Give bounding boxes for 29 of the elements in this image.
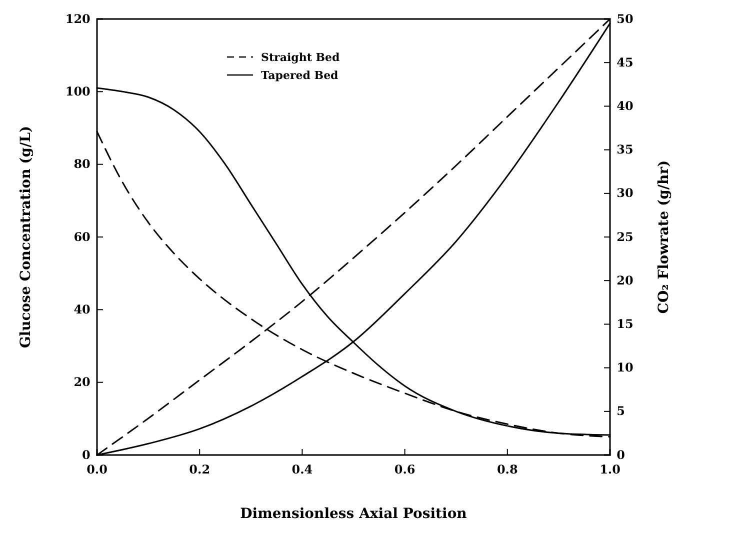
- y2-axis-title: CO₂ Flowrate (g/hr): [656, 160, 672, 314]
- y2-tick-label: 0: [616, 448, 625, 462]
- y2-tick-label: 40: [616, 99, 634, 114]
- y-tick-label: 100: [65, 84, 90, 99]
- y-tick-label: 120: [65, 12, 90, 26]
- x-tick-label: 0.2: [189, 462, 210, 477]
- legend-label: Tapered Bed: [261, 69, 339, 82]
- x-tick-label: 1.0: [600, 462, 620, 477]
- x-axis-title: Dimensionless Axial Position: [240, 506, 467, 522]
- y-tick-label: 80: [74, 157, 90, 172]
- y2-tick-label: 45: [616, 55, 634, 70]
- y2-tick-label: 10: [616, 360, 634, 375]
- y-axis-title: Glucose Concentration (g/L): [18, 126, 34, 348]
- y-tick-label: 0: [82, 448, 90, 462]
- y-tick-label: 60: [74, 230, 90, 244]
- y2-tick-label: 15: [616, 317, 634, 332]
- y2-tick-label: 20: [616, 273, 634, 288]
- y-tick-label: 40: [74, 302, 90, 317]
- x-tick-label: 0.0: [86, 462, 108, 477]
- y2-tick-label: 50: [616, 12, 634, 26]
- y2-tick-label: 25: [616, 230, 634, 244]
- legend-label: Straight Bed: [261, 51, 340, 64]
- y2-tick-label: 5: [616, 404, 625, 418]
- x-tick-label: 0.4: [292, 462, 313, 477]
- y-tick-label: 20: [74, 375, 90, 390]
- x-tick-label: 0.8: [496, 462, 518, 477]
- y2-tick-label: 35: [616, 142, 634, 157]
- x-tick-label: 0.6: [394, 462, 416, 477]
- y2-tick-label: 30: [616, 186, 634, 200]
